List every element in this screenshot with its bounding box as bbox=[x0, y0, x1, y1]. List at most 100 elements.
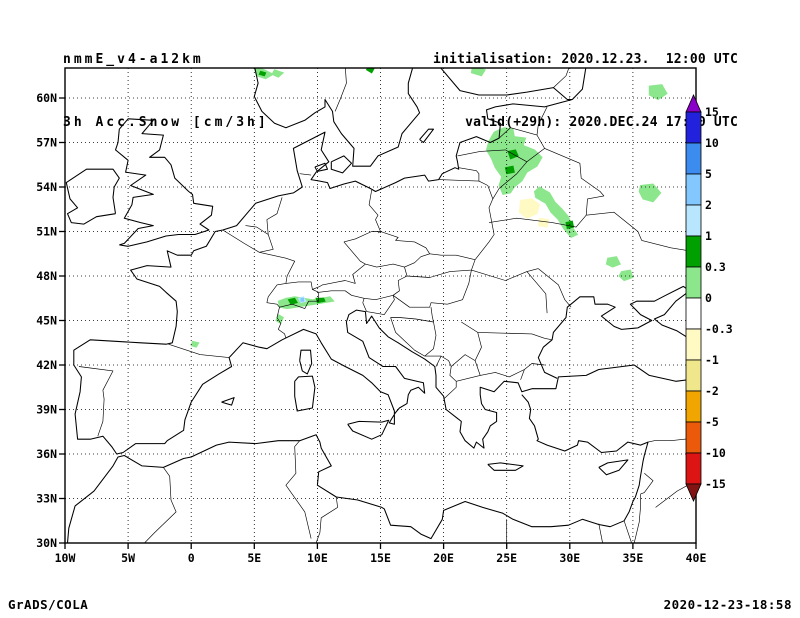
y-tick-label: 48N bbox=[36, 269, 57, 283]
colorbar-segment bbox=[685, 359, 702, 392]
colorbar-level-label: -5 bbox=[705, 415, 719, 429]
y-tick-label: 60N bbox=[36, 91, 57, 105]
country-border bbox=[526, 271, 548, 314]
y-tick-label: 45N bbox=[36, 314, 57, 328]
snow-patch bbox=[504, 165, 515, 175]
y-axis: 30N 33N 36N 39N 42N 45N 48N 51N 54N 57N 60N bbox=[36, 91, 65, 550]
x-tick-label: 40E bbox=[686, 551, 707, 565]
x-tick-label: 10E bbox=[307, 551, 328, 565]
y-tick-label: 36N bbox=[36, 447, 57, 461]
coastline bbox=[114, 118, 214, 247]
country-border bbox=[168, 343, 230, 358]
snow-patch bbox=[618, 269, 634, 282]
country-border bbox=[474, 185, 495, 260]
y-tick-label: 33N bbox=[36, 492, 57, 506]
coastline bbox=[314, 162, 329, 172]
country-border bbox=[144, 467, 177, 543]
snow-patch bbox=[300, 297, 304, 302]
country-border bbox=[334, 68, 347, 112]
plot-title-block: nmmE_v4-a12km 3h Acc.Snow [cm/3h] bbox=[63, 7, 269, 154]
country-border bbox=[343, 231, 431, 268]
field-title: 3h Acc.Snow [cm/3h] bbox=[63, 115, 269, 130]
coastline bbox=[598, 459, 629, 476]
colorbar-level-label: 2 bbox=[705, 198, 712, 212]
x-tick-label: 15E bbox=[370, 551, 391, 565]
init-time-label: initialisation: 2020.12.23. 12:00 UTC bbox=[432, 52, 738, 67]
y-tick-label: 57N bbox=[36, 136, 57, 150]
coastline bbox=[299, 349, 313, 375]
x-tick-label: 5E bbox=[247, 551, 261, 565]
colorbar-level-label: 15 bbox=[705, 105, 719, 119]
coastline bbox=[537, 285, 696, 379]
country-border bbox=[640, 473, 654, 495]
x-tick-label: 10W bbox=[55, 551, 76, 565]
country-border bbox=[245, 197, 283, 235]
country-border bbox=[299, 173, 312, 176]
plot-frame bbox=[64, 67, 697, 544]
country-border bbox=[390, 317, 425, 357]
country-border bbox=[457, 149, 528, 163]
country-border bbox=[498, 127, 538, 139]
x-tick-label: 30E bbox=[559, 551, 580, 565]
country-border bbox=[458, 167, 480, 182]
country-border bbox=[392, 295, 448, 308]
snow-patch bbox=[648, 84, 668, 101]
y-tick-label: 39N bbox=[36, 403, 57, 417]
country-border bbox=[438, 179, 488, 186]
country-border bbox=[633, 494, 641, 543]
snow-patch bbox=[470, 68, 486, 77]
country-border bbox=[315, 496, 338, 543]
country-border bbox=[553, 68, 570, 88]
country-border bbox=[471, 268, 539, 281]
colorbar-segment bbox=[685, 111, 702, 144]
colorbar-segment bbox=[685, 142, 702, 175]
country-border bbox=[312, 263, 366, 290]
country-border bbox=[598, 523, 603, 543]
colorbar-level-label: 0.3 bbox=[705, 260, 726, 274]
country-border bbox=[390, 317, 437, 357]
country-border bbox=[544, 148, 605, 216]
coastline bbox=[221, 397, 235, 406]
colorbar-segment bbox=[685, 297, 702, 330]
snow-patch bbox=[485, 127, 543, 195]
country-border bbox=[368, 189, 381, 234]
country-border bbox=[318, 290, 367, 312]
colorbar bbox=[685, 94, 702, 502]
y-tick-label: 30N bbox=[36, 536, 57, 550]
coastline bbox=[66, 394, 649, 543]
snow-patch bbox=[275, 313, 284, 325]
colorbar-segment bbox=[685, 452, 702, 485]
coastlines bbox=[65, 68, 696, 543]
country-border bbox=[266, 281, 320, 309]
country-border bbox=[538, 268, 572, 308]
colorbar-level-label: -2 bbox=[705, 384, 719, 398]
snow-patch bbox=[190, 340, 200, 348]
colorbar-level-label: -1 bbox=[705, 353, 719, 367]
colorbar-segment bbox=[685, 328, 702, 361]
colorbar-level-label: -15 bbox=[705, 477, 726, 491]
snow-patch bbox=[365, 68, 375, 74]
coastline bbox=[419, 128, 435, 144]
country-border bbox=[259, 234, 274, 253]
colorbar-arrow-top bbox=[685, 94, 702, 113]
colorbar-segment bbox=[685, 204, 702, 237]
coastline bbox=[294, 375, 316, 412]
country-border bbox=[447, 270, 472, 305]
country-border bbox=[536, 106, 548, 136]
coastline bbox=[440, 68, 587, 101]
coastline bbox=[253, 68, 421, 167]
y-tick-label: 54N bbox=[36, 180, 57, 194]
country-border bbox=[435, 355, 457, 400]
colorbar-level-label: 10 bbox=[705, 136, 719, 150]
country-border bbox=[520, 369, 525, 380]
colorbar-level-label: 1 bbox=[705, 229, 712, 243]
coastline bbox=[330, 155, 353, 174]
colorbar-level-label: 5 bbox=[705, 167, 712, 181]
x-tick-label: 5W bbox=[121, 551, 135, 565]
colorbar-level-label: 0 bbox=[705, 291, 712, 305]
colorbar-labels: 15 10 5 2 1 0.3 0 -0.3 -1 -2 -5 -10 -15 bbox=[705, 105, 733, 491]
snow-patch bbox=[605, 256, 621, 268]
colorbar-arrow-bottom bbox=[685, 483, 702, 502]
snow-patch bbox=[518, 198, 541, 219]
colorbar-segment bbox=[685, 173, 702, 206]
